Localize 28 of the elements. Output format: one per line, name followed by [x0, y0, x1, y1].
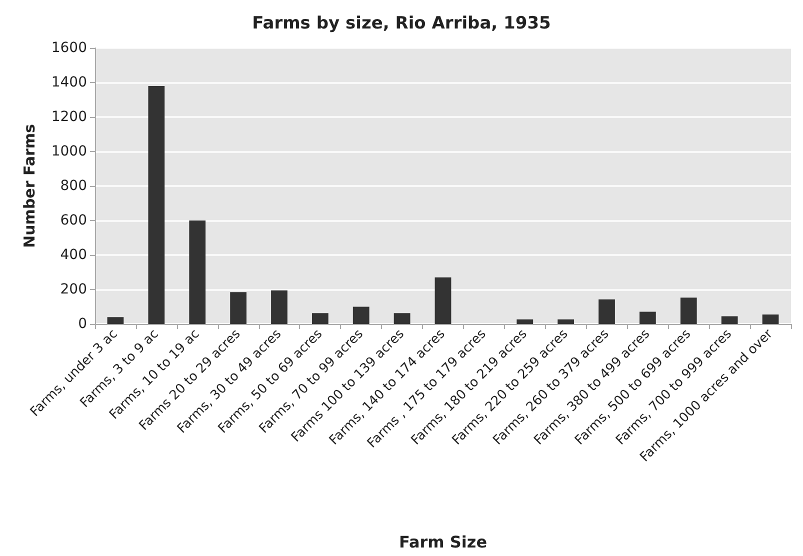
y-tick-label: 1600	[51, 40, 87, 56]
y-tick-label: 1000	[51, 144, 87, 160]
bar	[680, 298, 697, 324]
y-tick-label: 400	[60, 247, 87, 263]
y-tick-label: 1200	[51, 109, 87, 125]
bar	[558, 319, 574, 324]
bar	[516, 319, 534, 324]
bar	[598, 299, 615, 324]
bar	[762, 314, 779, 324]
y-tick-label: 800	[60, 178, 87, 194]
y-tick-label: 1400	[51, 74, 87, 90]
bar	[721, 316, 738, 324]
x-axis-title: Farm Size	[398, 532, 488, 552]
bar	[230, 292, 246, 324]
y-axis-title: Number Farms	[20, 124, 38, 248]
bar	[352, 306, 370, 324]
bar	[107, 317, 124, 324]
y-tick-label: 600	[60, 212, 87, 228]
y-tick-label: 200	[60, 282, 87, 298]
y-tick-label: 0	[78, 316, 87, 332]
bar	[640, 312, 656, 324]
chart-title: Farms by size, Rio Arriba, 1935	[252, 14, 551, 34]
bar	[148, 86, 165, 324]
bar	[434, 277, 452, 324]
bar	[394, 313, 410, 324]
bar	[189, 220, 206, 324]
bar	[271, 290, 288, 324]
bar	[312, 313, 328, 324]
